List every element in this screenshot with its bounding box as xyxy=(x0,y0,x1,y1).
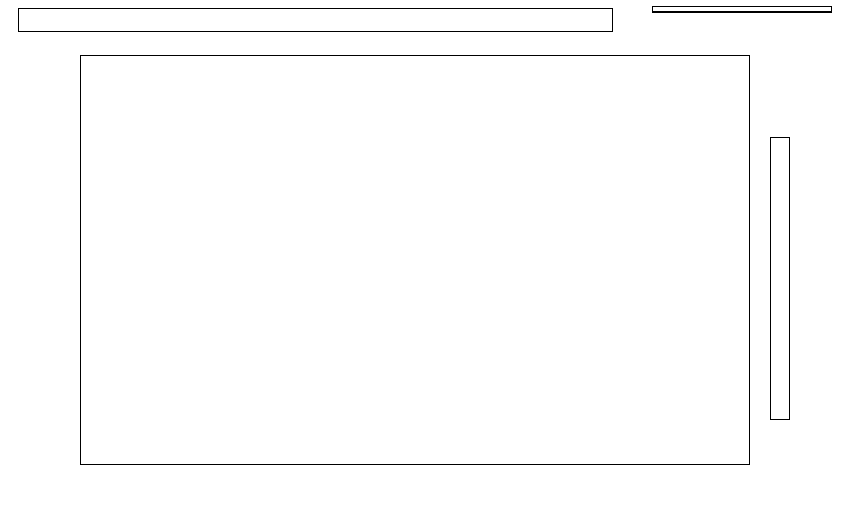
stats-box xyxy=(652,6,832,13)
root-page: { "title": "<u - uP> versus tuP => dw fo… xyxy=(0,0,843,522)
stats-title xyxy=(653,7,831,12)
colorbar xyxy=(770,137,790,420)
chart-title-box xyxy=(18,8,613,32)
plot-frame xyxy=(80,55,750,465)
